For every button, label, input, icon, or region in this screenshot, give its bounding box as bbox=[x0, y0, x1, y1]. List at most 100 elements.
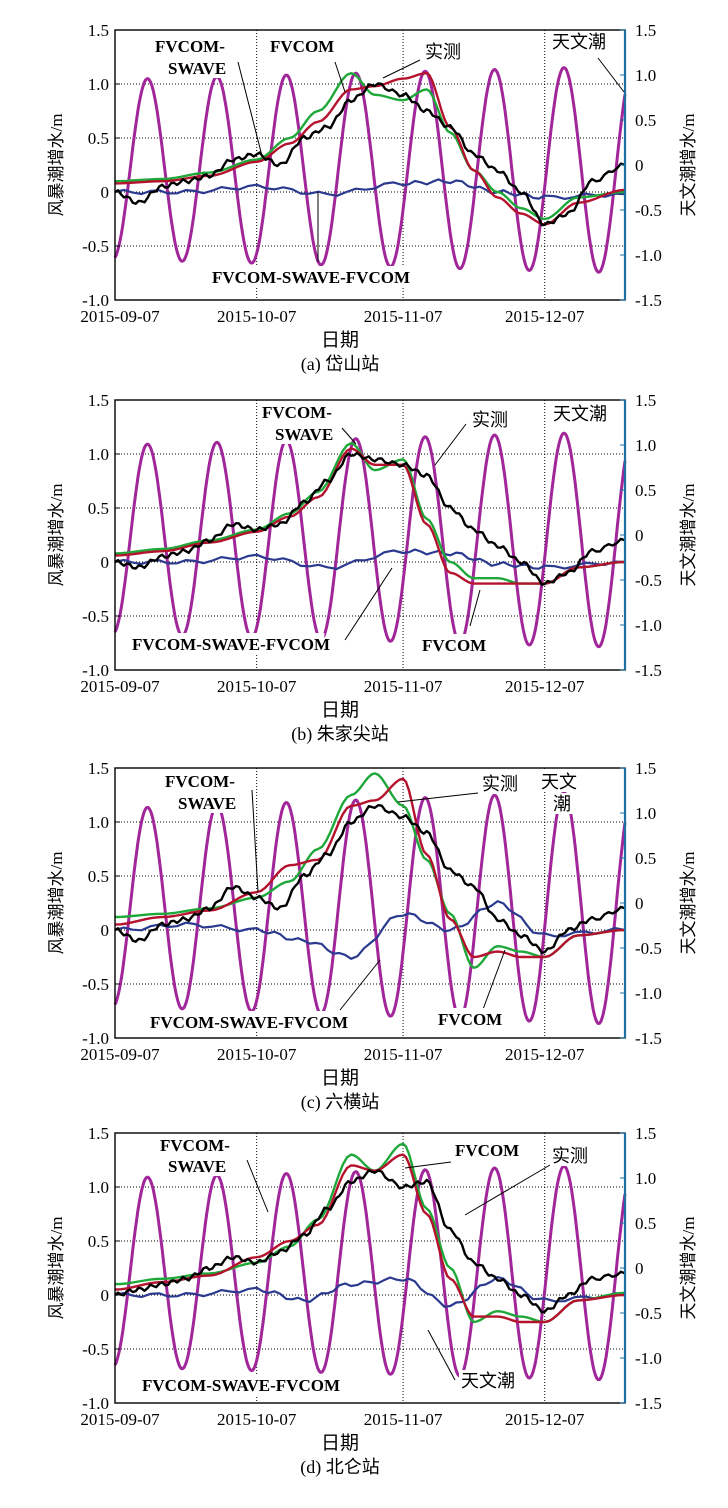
series-group bbox=[113, 772, 627, 1025]
annotation-label-bg bbox=[436, 1008, 496, 1029]
annotation-label: FVCOM bbox=[270, 37, 334, 56]
y-tick-label-left: 0 bbox=[101, 1286, 110, 1305]
series-line-tide bbox=[113, 431, 627, 649]
annotation-label-bg bbox=[268, 35, 328, 56]
y-tick-label-right: 1.5 bbox=[635, 759, 656, 778]
y-tick-label-right: -1.5 bbox=[635, 661, 662, 680]
y-tick-label-right: 0 bbox=[635, 526, 644, 545]
y-tick-label-right: 0.5 bbox=[635, 1214, 656, 1233]
annotation-label-bg bbox=[148, 1011, 343, 1032]
series-line-tide bbox=[113, 791, 627, 1025]
annotation-leader bbox=[246, 1159, 269, 1213]
x-tick-label: 2015-10-07 bbox=[217, 1410, 297, 1429]
annotation-label: FVCOM- bbox=[262, 403, 332, 422]
annotation-label-bg bbox=[470, 409, 512, 430]
y-tick-label-left: 1.0 bbox=[88, 1178, 109, 1197]
y-tick-label-left: 0.5 bbox=[88, 867, 109, 886]
annotation-label: SWAVE bbox=[178, 794, 236, 813]
series-line-fvcom-swave bbox=[114, 72, 626, 226]
annotation-label-bg bbox=[273, 423, 333, 444]
annotation-label: 潮 bbox=[553, 794, 571, 814]
series-line-difference bbox=[114, 900, 626, 960]
x-tick-label: 2015-11-07 bbox=[364, 677, 443, 696]
annotation-leader bbox=[481, 949, 506, 1013]
annotation-leader bbox=[397, 792, 479, 803]
y-tick-label-right: -0.5 bbox=[635, 939, 662, 958]
y-tick-label-left: -1.0 bbox=[82, 291, 109, 310]
annotation-label-bg bbox=[130, 633, 325, 654]
x-tick-label: 2015-12-07 bbox=[505, 307, 585, 326]
y-tick-label-right: -1.0 bbox=[635, 1349, 662, 1368]
y-tick-label-left: -0.5 bbox=[82, 237, 109, 256]
annotation-leader bbox=[597, 57, 625, 93]
annotation-label: 天文潮 bbox=[553, 404, 607, 424]
y-tick-label-left: 1.5 bbox=[88, 1124, 109, 1143]
y-tick-label-right: 0 bbox=[635, 156, 644, 175]
y-axis-title-left: 风暴潮增水/m bbox=[47, 484, 66, 587]
x-tick-label: 2015-10-07 bbox=[217, 1045, 297, 1064]
y-tick-label-right: 1.0 bbox=[635, 804, 656, 823]
annotation-label: FVCOM-SWAVE-FVCOM bbox=[132, 635, 330, 654]
annotation-label: 实测 bbox=[482, 774, 518, 794]
annotation-label: FVCOM bbox=[422, 636, 486, 655]
x-tick-label: 2015-12-07 bbox=[505, 1410, 585, 1429]
chart-panel-d: -1.0 -0.5 0 0.5 1.0 1.5 -1.5 -1.0 -0.5 0 0.5 1.0 1.5… bbox=[47, 1124, 698, 1478]
chart-panel-a: -1.0 -0.5 0 0.5 1.0 1.5 -1.5 -1.0 -0.5 0 0.5 1.0 1.5… bbox=[47, 21, 698, 375]
y-tick-label-right: 1.0 bbox=[635, 1169, 656, 1188]
y-axis-title-left: 风暴潮增水/m bbox=[47, 852, 66, 955]
series-line-difference bbox=[114, 178, 626, 200]
annotation-label-bg bbox=[153, 35, 225, 56]
y-tick-label-right: -1.5 bbox=[635, 1394, 662, 1413]
y-tick-label-left: 0.5 bbox=[88, 1232, 109, 1251]
annotation-label-bg bbox=[550, 1145, 592, 1166]
annotation-leader bbox=[382, 59, 421, 79]
panel-caption: (d) 北仑站 bbox=[300, 1457, 380, 1478]
series-line-difference bbox=[114, 548, 626, 570]
x-tick-label: 2015-09-07 bbox=[80, 307, 160, 326]
annotation-label: FVCOM- bbox=[155, 37, 225, 56]
x-tick-label: 2015-12-07 bbox=[505, 677, 585, 696]
y-tick-label-right: -1.0 bbox=[635, 246, 662, 265]
annotation-label-bg bbox=[158, 1134, 230, 1155]
series-line-fvcom-swave bbox=[114, 1153, 626, 1324]
x-tick-label: 2015-11-07 bbox=[364, 1410, 443, 1429]
y-tick-label-left: 1.5 bbox=[88, 21, 109, 40]
series-line-measured bbox=[114, 1169, 626, 1314]
annotation-label-bg bbox=[480, 773, 522, 794]
y-tick-label-right: -0.5 bbox=[635, 571, 662, 590]
y-axis-title-right: 天文潮增水/m bbox=[679, 1217, 698, 1320]
annotation-label: FVCOM- bbox=[160, 1136, 230, 1155]
x-axis-title: 日期 bbox=[321, 329, 359, 351]
series-line-tide bbox=[113, 1164, 627, 1382]
y-tick-label-left: -0.5 bbox=[82, 975, 109, 994]
y-tick-label-left: 1.5 bbox=[88, 759, 109, 778]
panel-caption: (a) 岱山站 bbox=[301, 354, 379, 375]
y-tick-label-right: -1.5 bbox=[635, 1029, 662, 1048]
series-line-measured bbox=[114, 451, 626, 586]
y-tick-label-left: 1.0 bbox=[88, 75, 109, 94]
y-tick-label-left: -1.0 bbox=[82, 661, 109, 680]
annotation-label: SWAVE bbox=[168, 1157, 226, 1176]
annotation-label-bg bbox=[166, 57, 226, 78]
panel-caption: (c) 六横站 bbox=[301, 1092, 379, 1113]
series-group bbox=[113, 1142, 627, 1382]
annotation-label: FVCOM- bbox=[165, 772, 235, 791]
annotation-label-bg bbox=[453, 1139, 513, 1160]
series-line-tide bbox=[113, 66, 627, 274]
y-tick-label-right: 0.5 bbox=[635, 111, 656, 130]
series-line-measured bbox=[114, 82, 626, 227]
y-tick-label-left: 1.0 bbox=[88, 445, 109, 464]
y-tick-label-right: 1.0 bbox=[635, 66, 656, 85]
annotation-label: 天文潮 bbox=[552, 32, 606, 52]
x-tick-label: 2015-09-07 bbox=[80, 1045, 160, 1064]
annotation-label-bg bbox=[459, 1370, 520, 1391]
x-tick-label: 2015-09-07 bbox=[80, 1410, 160, 1429]
y-tick-label-right: -1.0 bbox=[635, 984, 662, 1003]
annotation-label: FVCOM bbox=[438, 1010, 502, 1029]
x-tick-label: 2015-10-07 bbox=[217, 307, 297, 326]
y-tick-label-left: 0.5 bbox=[88, 499, 109, 518]
annotation-label-bg bbox=[140, 1374, 335, 1395]
annotation-label: FVCOM-SWAVE-FVCOM bbox=[212, 268, 410, 287]
y-tick-label-right: 1.5 bbox=[635, 391, 656, 410]
annotation-label-bg bbox=[166, 1155, 226, 1176]
